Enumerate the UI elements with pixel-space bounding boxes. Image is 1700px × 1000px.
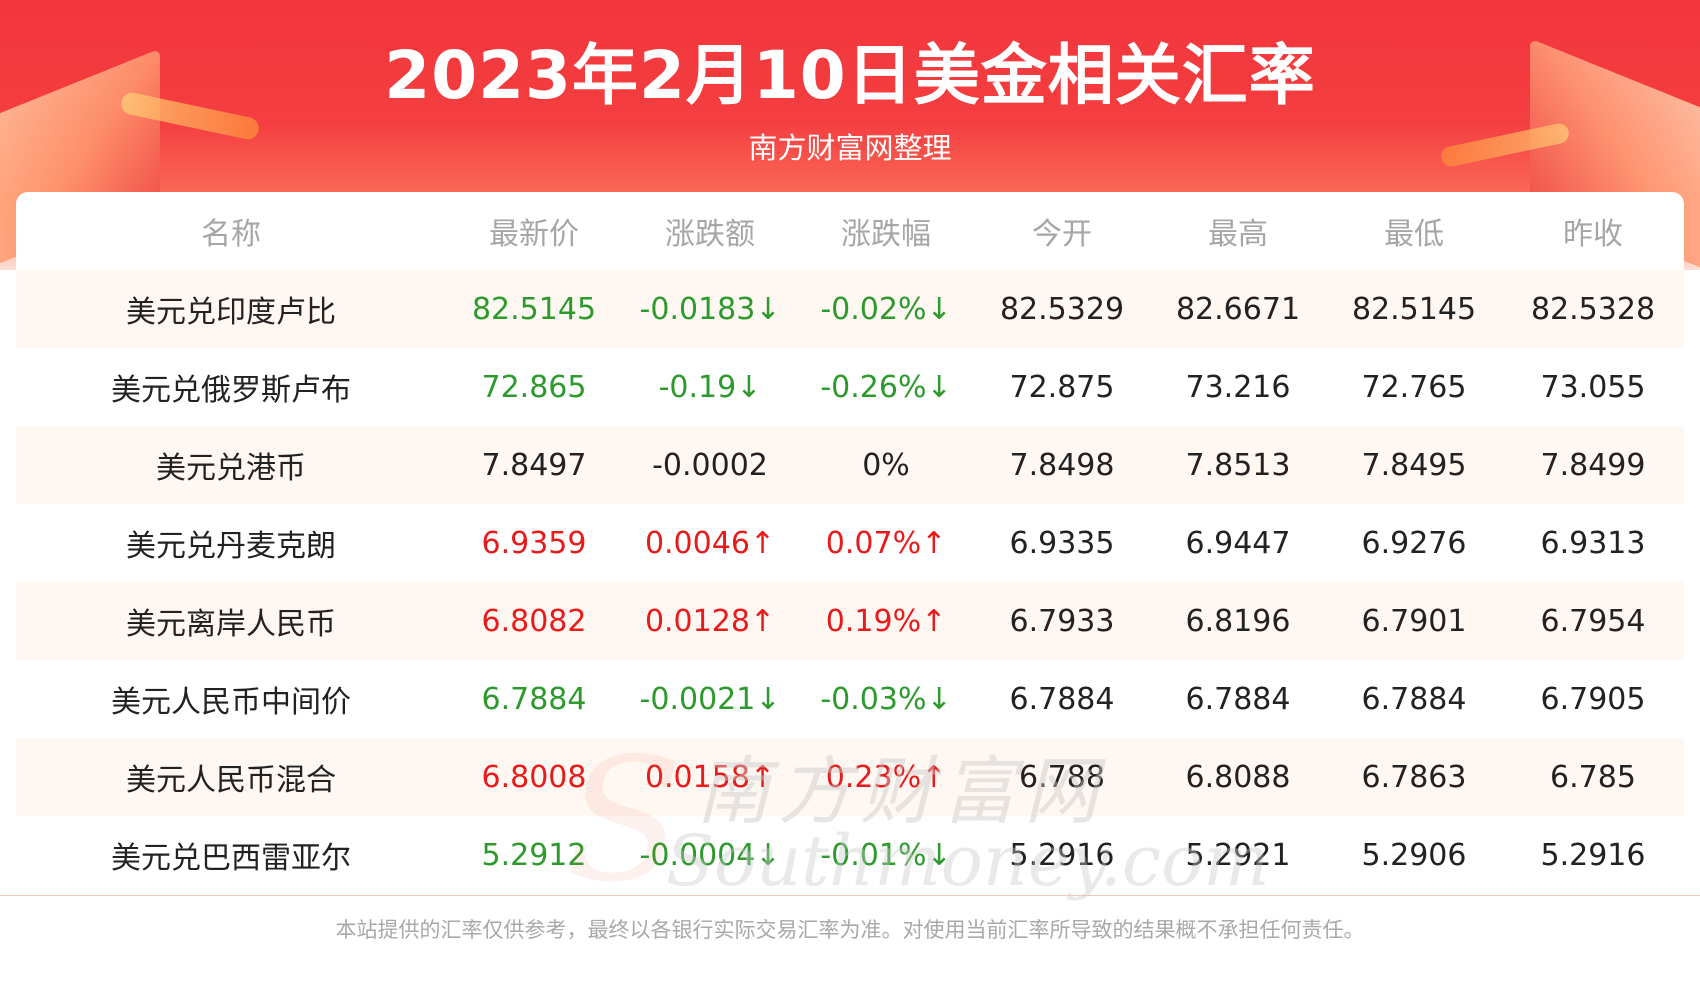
col-header-change: 涨跌额 [665, 217, 755, 252]
col-header-open: 今开 [1032, 217, 1092, 252]
rate-name-cell: 美元人民币中间价 [16, 660, 446, 738]
table-header-row: 名称 最新价 涨跌额 涨跌幅 今开 最高 最低 昨收 [16, 192, 1684, 270]
rate-latest-cell: 82.5145 [446, 270, 622, 348]
rate-low-cell: 5.2906 [1326, 816, 1502, 894]
rate-open-cell: 72.875 [974, 348, 1150, 426]
disclaimer-text: 本站提供的汇率仅供参考，最终以各银行实际交易汇率为准。对使用当前汇率所导致的结果… [335, 918, 1365, 942]
rate-high-cell: 82.6671 [1150, 270, 1326, 348]
rate-change-cell: -0.0002 [622, 426, 798, 504]
rate-latest-cell: 6.8008 [446, 738, 622, 816]
rate-pct-cell: -0.02%↓ [798, 270, 974, 348]
rate-prev-cell: 5.2916 [1502, 816, 1684, 894]
rate-name-cell: 美元兑俄罗斯卢布 [16, 348, 446, 426]
page-subtitle: 南方财富网整理 [748, 131, 952, 165]
rate-latest-cell: 72.865 [446, 348, 622, 426]
rate-open-cell: 5.2916 [974, 816, 1150, 894]
rate-pct-cell: 0.19%↑ [798, 582, 974, 660]
rate-change-cell: 0.0158↑ [622, 738, 798, 816]
table-row: 美元离岸人民币 6.8082 0.0128↑ 0.19%↑ 6.7933 6.8196 6.… [16, 582, 1684, 660]
rate-prev-cell: 6.9313 [1502, 504, 1684, 582]
rate-change-cell: 0.0046↑ [622, 504, 798, 582]
rate-change-cell: -0.0021↓ [622, 660, 798, 738]
table-row: 美元人民币混合 6.8008 0.0158↑ 0.23%↑ 6.788 6.8088 6.7… [16, 738, 1684, 816]
exchange-rate-table: 名称 最新价 涨跌额 涨跌幅 今开 最高 最低 昨收 美元兑印度卢比 82.514… [16, 192, 1684, 894]
rate-latest-cell: 6.9359 [446, 504, 622, 582]
rate-high-cell: 73.216 [1150, 348, 1326, 426]
rate-pct-cell: 0.23%↑ [798, 738, 974, 816]
rate-prev-cell: 6.7954 [1502, 582, 1684, 660]
rate-change-cell: -0.0004↓ [622, 816, 798, 894]
rate-open-cell: 7.8498 [974, 426, 1150, 504]
col-header-latest: 最新价 [489, 217, 579, 252]
rate-high-cell: 6.7884 [1150, 660, 1326, 738]
table-row: 美元兑俄罗斯卢布 72.865 -0.19↓ -0.26%↓ 72.875 73.216 7… [16, 348, 1684, 426]
rate-open-cell: 6.7884 [974, 660, 1150, 738]
table-row: 美元人民币中间价 6.7884 -0.0021↓ -0.03%↓ 6.7884 6.788… [16, 660, 1684, 738]
rate-pct-cell: -0.01%↓ [798, 816, 974, 894]
rate-prev-cell: 82.5328 [1502, 270, 1684, 348]
rate-prev-cell: 73.055 [1502, 348, 1684, 426]
table-row: 美元兑巴西雷亚尔 5.2912 -0.0004↓ -0.01%↓ 5.2916 5.292… [16, 816, 1684, 894]
rate-pct-cell: -0.26%↓ [798, 348, 974, 426]
rate-low-cell: 7.8495 [1326, 426, 1502, 504]
rate-high-cell: 5.2921 [1150, 816, 1326, 894]
table-row: 美元兑印度卢比 82.5145 -0.0183↓ -0.02%↓ 82.5329 82.6… [16, 270, 1684, 348]
rate-change-cell: -0.19↓ [622, 348, 798, 426]
rate-high-cell: 6.8196 [1150, 582, 1326, 660]
rate-high-cell: 6.8088 [1150, 738, 1326, 816]
rate-high-cell: 7.8513 [1150, 426, 1326, 504]
rate-open-cell: 6.788 [974, 738, 1150, 816]
rates-card: 名称 最新价 涨跌额 涨跌幅 今开 最高 最低 昨收 美元兑印度卢比 82.514… [16, 192, 1684, 920]
rate-latest-cell: 7.8497 [446, 426, 622, 504]
rate-low-cell: 6.7901 [1326, 582, 1502, 660]
rate-prev-cell: 6.7905 [1502, 660, 1684, 738]
rate-open-cell: 6.9335 [974, 504, 1150, 582]
rate-low-cell: 72.765 [1326, 348, 1502, 426]
rate-pct-cell: -0.03%↓ [798, 660, 974, 738]
rate-name-cell: 美元兑巴西雷亚尔 [16, 816, 446, 894]
rate-latest-cell: 5.2912 [446, 816, 622, 894]
rate-high-cell: 6.9447 [1150, 504, 1326, 582]
rate-prev-cell: 7.8499 [1502, 426, 1684, 504]
col-header-low: 最低 [1384, 217, 1444, 252]
rate-pct-cell: 0.07%↑ [798, 504, 974, 582]
rate-name-cell: 美元兑丹麦克朗 [16, 504, 446, 582]
rate-name-cell: 美元离岸人民币 [16, 582, 446, 660]
rate-latest-cell: 6.8082 [446, 582, 622, 660]
col-header-prev: 昨收 [1563, 217, 1623, 252]
rate-change-cell: -0.0183↓ [622, 270, 798, 348]
rate-prev-cell: 6.785 [1502, 738, 1684, 816]
rate-open-cell: 6.7933 [974, 582, 1150, 660]
rate-low-cell: 6.9276 [1326, 504, 1502, 582]
page-title: 2023年2月10日美金相关汇率 [384, 37, 1316, 114]
rate-name-cell: 美元兑印度卢比 [16, 270, 446, 348]
rate-open-cell: 82.5329 [974, 270, 1150, 348]
rate-low-cell: 6.7884 [1326, 660, 1502, 738]
rate-name-cell: 美元人民币混合 [16, 738, 446, 816]
rate-name-cell: 美元兑港币 [16, 426, 446, 504]
rate-low-cell: 6.7863 [1326, 738, 1502, 816]
col-header-high: 最高 [1208, 217, 1268, 252]
rate-low-cell: 82.5145 [1326, 270, 1502, 348]
rate-pct-cell: 0% [798, 426, 974, 504]
table-row: 美元兑港币 7.8497 -0.0002 0% 7.8498 7.8513 7.8495 7.… [16, 426, 1684, 504]
col-header-pct: 涨跌幅 [841, 217, 931, 252]
table-row: 美元兑丹麦克朗 6.9359 0.0046↑ 0.07%↑ 6.9335 6.9447 6.… [16, 504, 1684, 582]
rate-latest-cell: 6.7884 [446, 660, 622, 738]
footer-divider [0, 895, 1700, 896]
rate-change-cell: 0.0128↑ [622, 582, 798, 660]
col-header-name: 名称 [201, 217, 261, 252]
